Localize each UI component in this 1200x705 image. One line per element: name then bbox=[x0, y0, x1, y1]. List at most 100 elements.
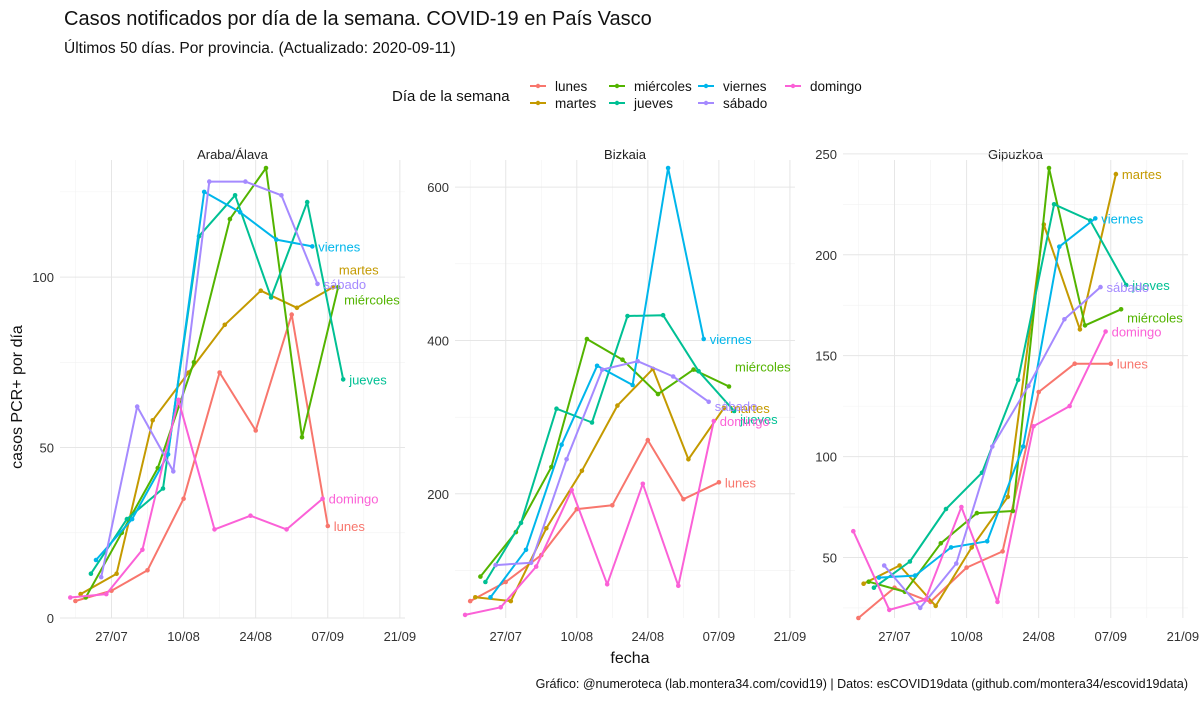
series-jueves: jueves bbox=[483, 312, 778, 585]
y-axis-label: casos PCR+ por día bbox=[9, 325, 26, 469]
series-sabado: sábado bbox=[98, 179, 367, 580]
data-point bbox=[1020, 444, 1026, 449]
data-point bbox=[493, 562, 498, 568]
x-tick-label: 07/09 bbox=[1094, 629, 1127, 644]
series-end-label: martes bbox=[1122, 167, 1162, 182]
data-point bbox=[483, 579, 488, 585]
series-viernes: viernes bbox=[488, 165, 752, 600]
data-point bbox=[625, 313, 630, 319]
series-end-label: jueves bbox=[348, 372, 387, 387]
series-jueves: jueves bbox=[88, 193, 387, 576]
x-tick-label: 21/09 bbox=[1167, 629, 1200, 644]
data-point bbox=[232, 193, 238, 198]
series-jueves: jueves bbox=[871, 202, 1170, 590]
data-point bbox=[564, 457, 569, 462]
chart-subtitle: Últimos 50 días. Por provincia. (Actuali… bbox=[64, 40, 456, 57]
data-point bbox=[604, 582, 610, 587]
legend-title: Día de la semana bbox=[392, 88, 510, 105]
x-axis-label: fecha bbox=[610, 650, 649, 667]
data-point bbox=[294, 305, 300, 311]
data-point bbox=[706, 399, 711, 405]
data-point bbox=[584, 336, 590, 342]
y-tick-label: 150 bbox=[815, 349, 837, 364]
series-end-label: sábado bbox=[1107, 280, 1150, 295]
legend-label: domingo bbox=[810, 79, 862, 94]
data-point bbox=[1082, 323, 1088, 328]
data-point bbox=[227, 216, 233, 222]
x-tick-label: 21/09 bbox=[774, 629, 807, 644]
series-end-label: sábado bbox=[324, 277, 367, 292]
data-point bbox=[523, 547, 529, 553]
data-point bbox=[237, 210, 243, 215]
legend: Día de la semana lunes martes miércoles jue… bbox=[392, 79, 862, 111]
series-line bbox=[469, 439, 720, 602]
data-point bbox=[933, 603, 938, 609]
data-point bbox=[150, 418, 155, 423]
x-tick-label: 21/09 bbox=[384, 629, 417, 644]
chart-panels: Araba/Álava 0 50 100 27/07 10/08 24/08 07/09 21/… bbox=[32, 147, 1199, 644]
data-point bbox=[1010, 508, 1016, 514]
data-point bbox=[559, 442, 564, 448]
data-point bbox=[528, 560, 534, 566]
series-domingo: domingo bbox=[68, 397, 378, 600]
x-tick-label: 24/08 bbox=[239, 629, 272, 644]
data-point bbox=[721, 405, 727, 411]
panel-title: Araba/Álava bbox=[197, 147, 269, 162]
series-end-label: lunes bbox=[1117, 357, 1149, 372]
data-point bbox=[897, 563, 902, 568]
data-point bbox=[124, 516, 130, 522]
y-tick-label: 100 bbox=[815, 450, 837, 465]
data-point bbox=[93, 557, 99, 563]
data-point bbox=[73, 598, 78, 604]
legend-key-point bbox=[703, 83, 709, 89]
legend-label: martes bbox=[555, 96, 597, 111]
data-point bbox=[711, 418, 717, 424]
series-lunes: lunes bbox=[73, 312, 365, 604]
data-point bbox=[145, 568, 150, 573]
data-point bbox=[1072, 361, 1077, 367]
data-point bbox=[248, 513, 253, 518]
y-tick-label: 200 bbox=[427, 487, 449, 502]
series-domingo: domingo bbox=[462, 414, 770, 618]
data-point bbox=[569, 487, 574, 493]
x-tick-label: 07/09 bbox=[703, 629, 736, 644]
series-viernes: viernes bbox=[876, 211, 1144, 580]
data-point bbox=[943, 506, 949, 512]
data-point bbox=[129, 516, 135, 522]
data-point bbox=[68, 595, 73, 600]
data-point bbox=[620, 357, 625, 363]
data-point bbox=[263, 165, 269, 171]
x-tick-label: 24/08 bbox=[632, 629, 665, 644]
data-point bbox=[1093, 216, 1098, 221]
x-tick-label: 27/07 bbox=[878, 629, 911, 644]
data-point bbox=[1113, 171, 1119, 177]
data-point bbox=[660, 312, 666, 318]
panel-gipuzkoa: Gipuzkoa 50 100 150 200 250 27/07 10/08 24/08 07/… bbox=[815, 147, 1199, 644]
series-end-label: lunes bbox=[725, 475, 757, 490]
data-point bbox=[676, 583, 681, 589]
data-point bbox=[160, 486, 166, 491]
data-point bbox=[716, 480, 722, 485]
x-tick-label: 27/07 bbox=[489, 629, 522, 644]
data-point bbox=[503, 579, 509, 585]
data-point bbox=[299, 435, 305, 440]
series-end-label: domingo bbox=[1112, 325, 1162, 340]
data-point bbox=[304, 199, 310, 205]
data-point bbox=[615, 403, 620, 408]
data-point bbox=[217, 370, 222, 375]
series-line bbox=[90, 194, 345, 575]
series-end-label: jueves bbox=[739, 412, 778, 427]
series-viernes: viernes bbox=[93, 189, 361, 563]
data-point bbox=[549, 464, 554, 470]
data-point bbox=[1026, 383, 1031, 389]
data-point bbox=[1051, 202, 1057, 207]
legend-items: lunes martes miércoles jueves viernes sábado d… bbox=[530, 79, 862, 111]
legend-item-viernes: viernes bbox=[698, 79, 767, 94]
series-end-label: martes bbox=[339, 262, 379, 277]
y-tick-label: 0 bbox=[47, 611, 54, 626]
series-end-label: viernes bbox=[710, 332, 752, 347]
data-point bbox=[284, 527, 289, 532]
data-point bbox=[1108, 361, 1114, 367]
data-point bbox=[325, 523, 331, 529]
data-point bbox=[1123, 282, 1129, 288]
